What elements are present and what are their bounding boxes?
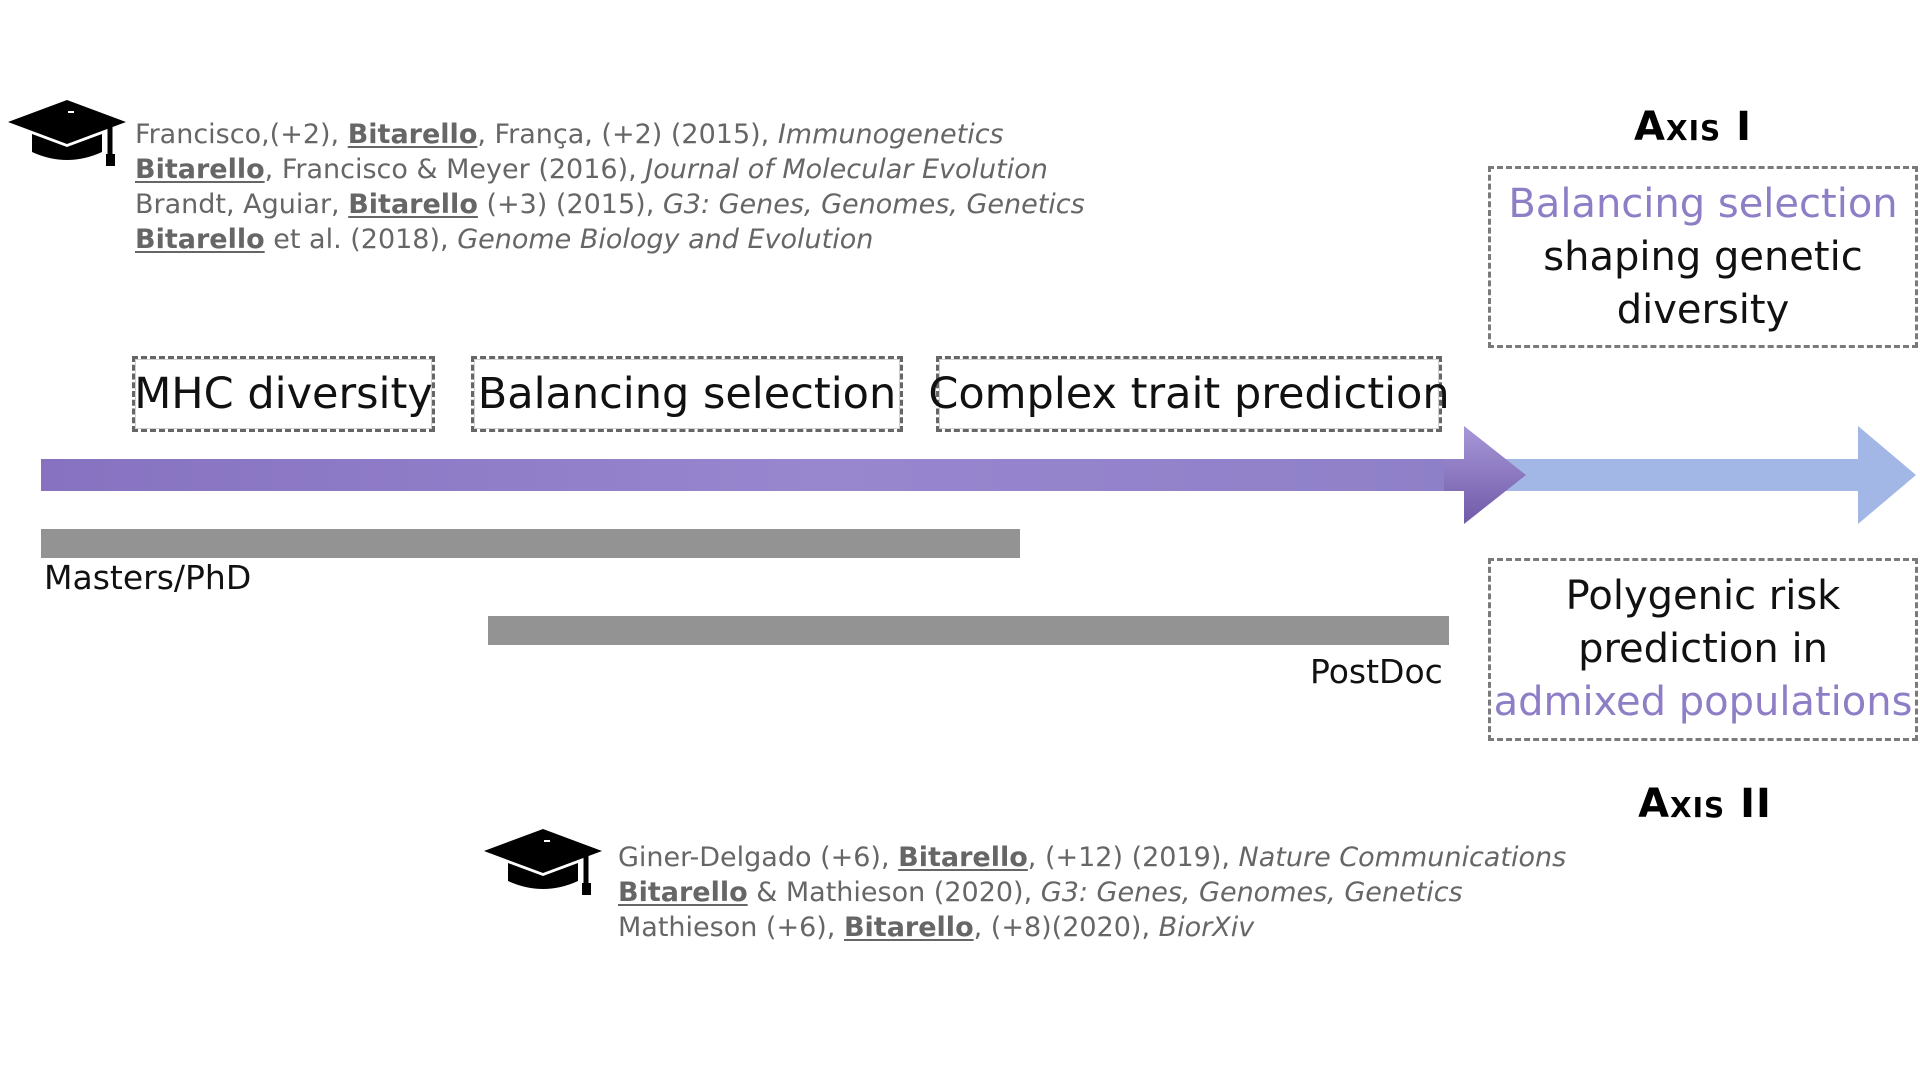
- pub-line: Bitarello & Mathieson (2020), G3: Genes,…: [618, 877, 1463, 908]
- topic-label: Balancing selection: [477, 369, 897, 419]
- timeline-arrows: [41, 426, 1916, 524]
- author-name: Bitarello: [347, 119, 478, 150]
- journal-name: Genome Biology and Evolution: [457, 224, 874, 255]
- axis-2-line-1: Polygenic risk: [1565, 573, 1841, 619]
- axis-1-line-3: diversity: [1616, 286, 1790, 333]
- journal-name: Journal of Molecular Evolution: [645, 154, 1048, 185]
- pub-line: Mathieson (+6), Bitarello, (+8)(2020), B…: [618, 912, 1255, 943]
- journal-name: Nature Communications: [1238, 842, 1567, 873]
- postdoc-bar: [488, 616, 1449, 645]
- axis-1-line-1: Balancing selection: [1508, 180, 1898, 227]
- author-name: Bitarello: [618, 877, 748, 908]
- journal-name: G3: Genes, Genomes, Genetics: [1040, 877, 1463, 908]
- masters-phd-bar: [41, 529, 1020, 558]
- postdoc-label: PostDoc: [1310, 652, 1443, 691]
- journal-name: BiorXiv: [1158, 912, 1255, 943]
- publications-top: Francisco,(+2), Bitarello, França, (+2) …: [135, 117, 1085, 257]
- pub-line: Francisco,(+2), Bitarello, França, (+2) …: [135, 119, 1004, 150]
- publications-bottom: Giner-Delgado (+6), Bitarello, (+12) (20…: [618, 840, 1566, 945]
- axis-1-line-2: shaping genetic: [1543, 233, 1863, 280]
- journal-name: G3: Genes, Genomes, Genetics: [662, 189, 1085, 220]
- pub-line: Giner-Delgado (+6), Bitarello, (+12) (20…: [618, 842, 1567, 873]
- author-name: Bitarello: [348, 189, 478, 220]
- axis-1-box: Balancing selection shaping genetic dive…: [1488, 166, 1918, 348]
- axis-2-line-2: prediction in: [1578, 626, 1828, 672]
- topic-label: MHC diversity: [134, 369, 433, 419]
- pub-line: Bitarello et al. (2018), Genome Biology …: [135, 224, 874, 255]
- author-name: Bitarello: [843, 912, 974, 943]
- author-name: Bitarello: [135, 154, 265, 185]
- axis-1-title: Axis I: [1634, 104, 1752, 150]
- graduation-cap-icon: [8, 100, 126, 166]
- future-arrow: [1480, 426, 1916, 524]
- axis-2-line-3: admixed populations: [1493, 679, 1913, 725]
- graduation-cap-icon: [484, 829, 602, 895]
- timeline-arrow-head: [1444, 426, 1526, 524]
- topic-box-balancing-selection: Balancing selection: [471, 356, 903, 432]
- masters-phd-label: Masters/PhD: [44, 558, 252, 597]
- topic-box-mhc-diversity: MHC diversity: [132, 356, 435, 432]
- axis-2-box: Polygenic risk prediction in admixed pop…: [1488, 558, 1918, 741]
- axis-2-title: Axis II: [1638, 781, 1772, 827]
- author-name: Bitarello: [898, 842, 1028, 873]
- timeline-arrow-shaft: [41, 459, 1463, 491]
- pub-line: Bitarello, Francisco & Meyer (2016), Jou…: [135, 154, 1048, 185]
- topic-label: Complex trait prediction: [928, 369, 1450, 419]
- topic-box-complex-trait-prediction: Complex trait prediction: [928, 356, 1450, 432]
- pub-line: Brandt, Aguiar, Bitarello (+3) (2015), G…: [135, 189, 1085, 220]
- journal-name: Immunogenetics: [777, 119, 1004, 150]
- author-name: Bitarello: [135, 224, 265, 255]
